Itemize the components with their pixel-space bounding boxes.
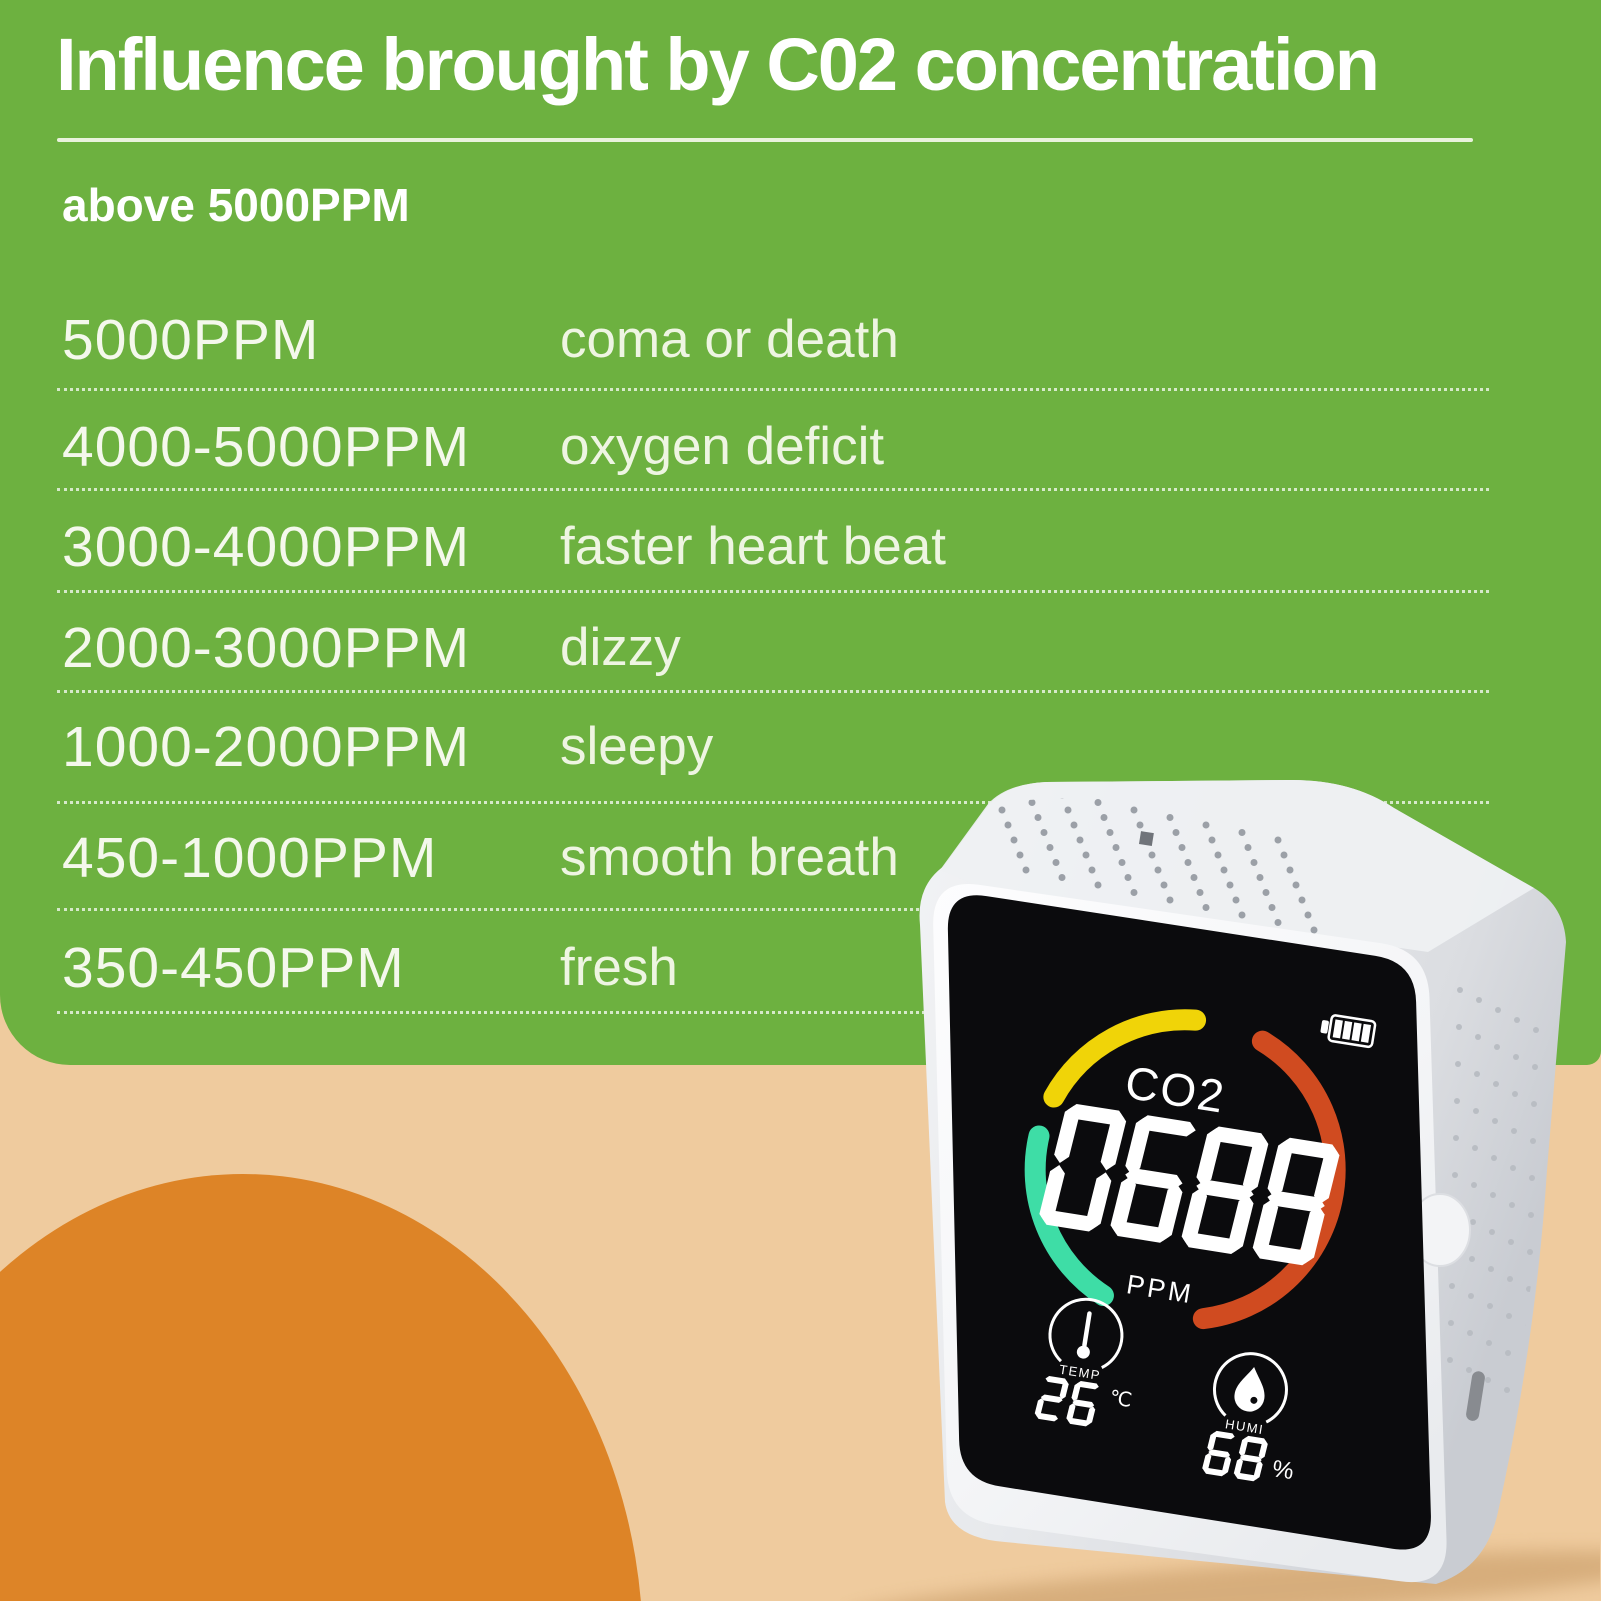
- table-row: 3000-4000PPM faster heart beat: [0, 509, 1601, 585]
- effect-text: fresh: [560, 938, 678, 997]
- title-divider: [57, 138, 1473, 142]
- humidity-label: HUMI: [1224, 1416, 1265, 1437]
- subtitle: above 5000PPM: [62, 179, 410, 231]
- water-drop-icon: [1212, 1352, 1288, 1424]
- humidity-unit: %: [1270, 1455, 1295, 1485]
- ppm-range: 3000-4000PPM: [62, 515, 471, 579]
- table-row: 2000-3000PPM dizzy: [0, 610, 1601, 686]
- table-row: 4000-5000PPM oxygen deficit: [0, 409, 1601, 485]
- gauge-arc-yellow: [1043, 1009, 1207, 1108]
- effect-text: smooth breath: [560, 828, 899, 887]
- ppm-range: 450-1000PPM: [62, 826, 438, 890]
- row-separator: [57, 801, 1489, 804]
- ppm-range: 1000-2000PPM: [62, 715, 471, 779]
- gauge-arc-red: [1192, 1030, 1346, 1330]
- table-row: 1000-2000PPM sleepy: [0, 709, 1601, 785]
- row-separator: [57, 488, 1489, 491]
- speaker-holes-top: [992, 785, 1318, 934]
- co2-monitor-device: CO2 PPM TEMP ℃ HUMI %: [841, 780, 1600, 1601]
- page-title: Influence brought by C02 concentration: [56, 23, 1380, 106]
- battery-icon: [1320, 1014, 1377, 1049]
- ppm-range: 4000-5000PPM: [62, 415, 471, 479]
- table-row: 450-1000PPM smooth breath: [0, 820, 1601, 896]
- temp-unit: ℃: [1108, 1387, 1134, 1412]
- humidity-value: [1202, 1430, 1268, 1482]
- device-shadow: [841, 1550, 1600, 1601]
- ppm-range: 350-450PPM: [62, 936, 405, 1000]
- thermometer-icon: [1048, 1297, 1124, 1369]
- gauge-arc-teal: [1024, 1125, 1114, 1307]
- usb-port: [1466, 1371, 1485, 1421]
- ppm-range: 5000PPM: [62, 308, 320, 372]
- table-row: 5000PPM coma or death: [0, 302, 1601, 378]
- effect-text: coma or death: [560, 310, 899, 369]
- effect-text: oxygen deficit: [560, 417, 885, 476]
- effect-text: faster heart beat: [560, 517, 946, 576]
- device-top-face: [940, 780, 1534, 952]
- row-separator: [57, 590, 1489, 593]
- row-separator: [57, 1011, 1489, 1014]
- effect-text: dizzy: [560, 618, 681, 677]
- ppm-range: 2000-3000PPM: [62, 616, 471, 680]
- sensor-hole: [1138, 831, 1154, 847]
- temp-label: TEMP: [1058, 1362, 1102, 1383]
- effect-text: sleepy: [560, 717, 714, 776]
- row-separator: [57, 388, 1489, 391]
- row-separator: [57, 908, 1489, 911]
- row-separator: [57, 690, 1489, 693]
- co2-value: [1039, 1103, 1340, 1266]
- temp-value: [1034, 1376, 1099, 1427]
- table-row: 350-450PPM fresh: [0, 930, 1601, 1006]
